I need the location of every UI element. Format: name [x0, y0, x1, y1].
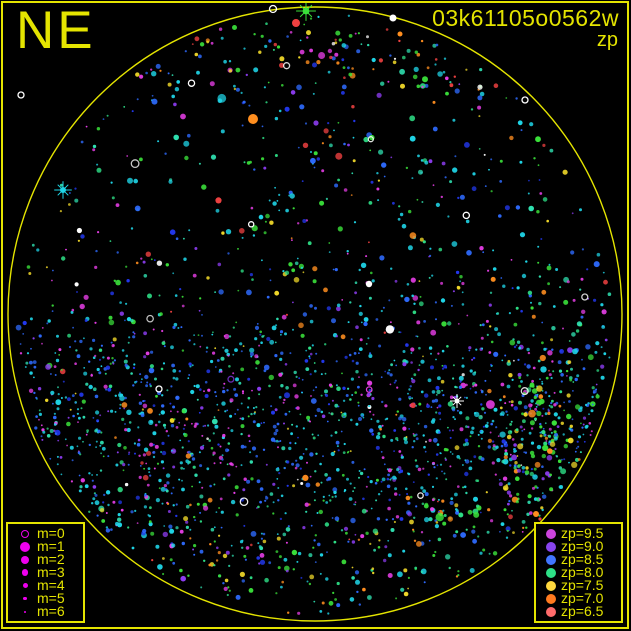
legend-row: m=5: [13, 590, 83, 606]
legend-label: m=0: [37, 525, 65, 541]
legend-label: m=4: [37, 577, 65, 593]
legend-row: zp=6.5: [541, 603, 621, 619]
legend-dot-marker: [541, 593, 561, 604]
plate-title: 03k61105o0562w: [432, 5, 619, 31]
legend-dot-marker: [541, 567, 561, 578]
legend-dot-marker: [13, 610, 37, 613]
legend-dot-marker: [13, 555, 37, 564]
legend-row: zp=9.5: [541, 525, 621, 541]
legend-ring-marker: [13, 529, 37, 538]
legend-row: zp=8.5: [541, 551, 621, 567]
legend-row: m=6: [13, 603, 83, 619]
legend-label: zp=9.5: [561, 525, 604, 541]
legend-row: m=0: [13, 525, 83, 541]
legend-label: m=1: [37, 538, 65, 554]
legend-label: zp=6.5: [561, 603, 604, 619]
legend-row: m=2: [13, 551, 83, 567]
legend-label: m=5: [37, 590, 65, 606]
legend-dot-marker: [13, 541, 37, 552]
legend-row: m=4: [13, 577, 83, 593]
legend-dot-marker: [541, 541, 561, 552]
legend-label: zp=7.0: [561, 590, 604, 606]
legend-label: zp=7.5: [561, 577, 604, 593]
magnitude-legend: m=0 m=1 m=2 m=3 m=4 m=5 m=6: [6, 522, 85, 623]
legend-label: zp=8.5: [561, 551, 604, 567]
legend-label: zp=9.0: [561, 538, 604, 554]
star-points: [15, 1, 612, 615]
zp-legend: zp=9.5 zp=9.0 zp=8.5 zp=8.0 zp=7.5 zp=7.0 zp=6…: [534, 522, 623, 623]
legend-dot-marker: [13, 583, 37, 588]
field-boundary-circle: [7, 6, 623, 622]
legend-row: zp=7.0: [541, 590, 621, 606]
legend-label: m=2: [37, 551, 65, 567]
legend-row: m=3: [13, 564, 83, 580]
legend-row: zp=7.5: [541, 577, 621, 593]
colorbar-variable-label: zp: [596, 29, 618, 51]
legend-dot-marker: [541, 580, 561, 591]
legend-label: m=6: [37, 603, 65, 619]
legend-dot-marker: [541, 606, 561, 617]
legend-row: zp=8.0: [541, 564, 621, 580]
legend-row: zp=9.0: [541, 538, 621, 554]
legend-dot-marker: [541, 554, 561, 565]
legend-row: m=1: [13, 538, 83, 554]
legend-label: m=3: [37, 564, 65, 580]
legend-dot-marker: [13, 596, 37, 601]
legend-dot-marker: [13, 569, 37, 576]
legend-label: zp=8.0: [561, 564, 604, 580]
legend-dot-marker: [541, 528, 561, 539]
field-orientation-label: NE: [16, 1, 96, 60]
